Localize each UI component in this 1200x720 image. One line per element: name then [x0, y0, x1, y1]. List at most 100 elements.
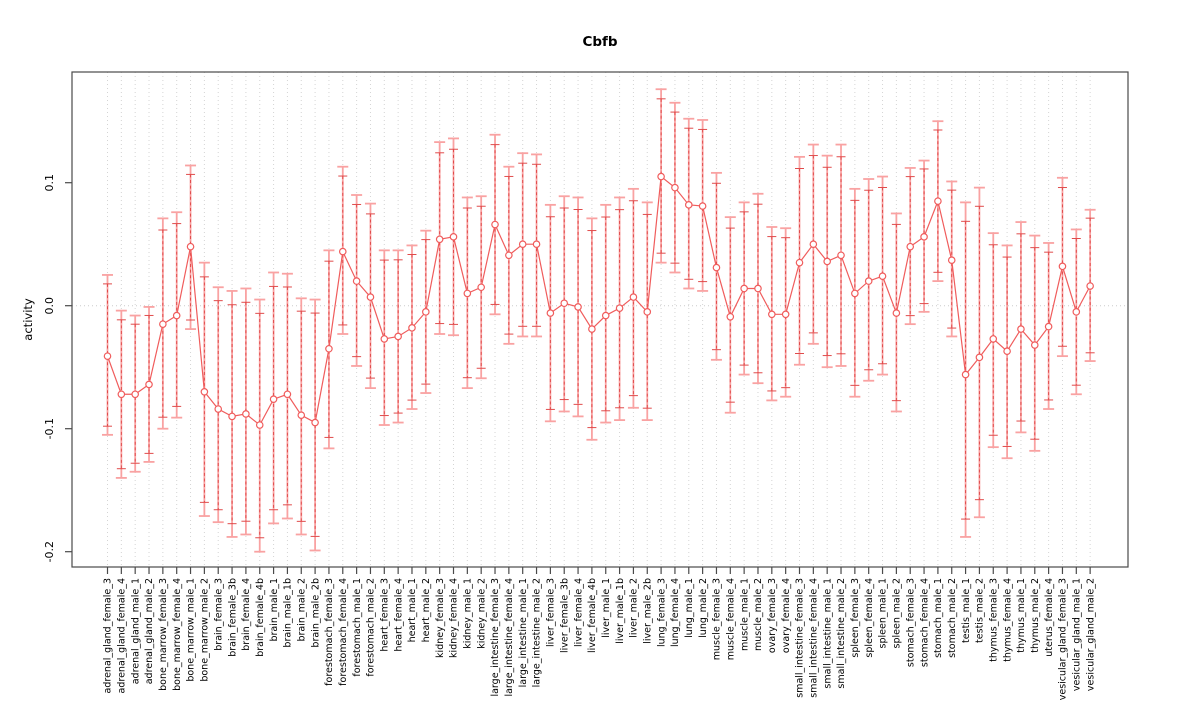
- x-tick-label: vesicular_gland_male_1: [1072, 578, 1083, 691]
- data-point-marker: [823, 257, 831, 266]
- x-tick-label: spleen_female_4: [864, 578, 875, 658]
- data-point-marker: [366, 293, 375, 301]
- data-point-marker: [283, 390, 292, 399]
- x-tick-label: large_intestine_female_3: [490, 578, 501, 697]
- data-point-marker: [1072, 308, 1081, 316]
- data-point-marker: [698, 202, 707, 210]
- x-tick-label: brain_female_3: [213, 578, 224, 651]
- x-tick-label: testis_male_2: [975, 578, 986, 643]
- x-tick-label: muscle_female_4: [726, 578, 737, 660]
- data-point-marker: [117, 390, 126, 399]
- data-point-marker: [338, 247, 347, 256]
- x-tick-label: small_intestine_female_4: [809, 578, 820, 698]
- x-tick-label: brain_male_1: [269, 578, 280, 642]
- data-point-marker: [712, 263, 721, 272]
- x-tick-label: heart_male_2: [421, 578, 432, 642]
- data-point-marker: [159, 320, 167, 328]
- x-tick-label: forestomach_female_3: [324, 578, 335, 686]
- x-tick-label: small_intestine_female_3: [795, 578, 806, 698]
- data-point-marker: [352, 277, 361, 285]
- y-tick-label: 0.0: [43, 297, 56, 315]
- data-point-marker: [145, 380, 153, 389]
- data-point-marker: [269, 395, 278, 403]
- data-point-marker: [601, 311, 610, 320]
- data-point-marker: [463, 289, 472, 298]
- x-tick-label: lung_female_3: [656, 578, 667, 647]
- x-tick-label: spleen_female_3: [850, 578, 861, 658]
- x-tick-label: lung_male_2: [698, 578, 709, 638]
- plot-border: [71, 71, 1129, 568]
- x-tick-label: lung_male_1: [684, 578, 695, 638]
- data-point-marker: [1058, 262, 1067, 271]
- x-tick-label: large_intestine_male_2: [532, 578, 543, 687]
- y-axis-title: activity: [21, 298, 35, 341]
- x-tick-label: kidney_female_3: [435, 578, 446, 658]
- data-point-marker: [297, 411, 306, 419]
- series-layer: [103, 172, 1094, 429]
- x-tick-label: liver_male_2b: [642, 578, 653, 644]
- x-tick-label: lung_female_4: [670, 578, 681, 647]
- data-point-marker: [422, 308, 430, 316]
- x-tick-label: bone_marrow_female_4: [172, 578, 183, 691]
- data-point-marker: [242, 410, 250, 418]
- x-tick-label: large_intestine_female_4: [504, 578, 515, 697]
- data-point-marker: [1003, 347, 1011, 356]
- data-point-marker: [532, 240, 541, 249]
- x-tick-label: kidney_male_1: [463, 578, 474, 649]
- grid-layer: [72, 72, 1128, 567]
- x-tick-label: muscle_male_1: [739, 578, 750, 651]
- x-tick-label: uterus_female_4: [1044, 578, 1055, 657]
- x-tick-label: stomach_male_2: [947, 578, 958, 658]
- x-tick-label: brain_male_2b: [310, 578, 321, 648]
- x-tick-label: adrenal_gland_male_1: [130, 578, 141, 684]
- data-point-marker: [1086, 282, 1094, 290]
- x-tick-label: stomach_female_4: [919, 578, 930, 667]
- x-tick-label: stomach_female_3: [905, 578, 916, 667]
- data-point-marker: [795, 258, 804, 267]
- data-point-marker: [781, 310, 790, 319]
- data-point-marker: [920, 233, 928, 241]
- x-tick-label: liver_male_1: [601, 578, 612, 638]
- x-tick-label: adrenal_gland_female_4: [117, 578, 128, 693]
- x-tick-label: brain_male_1b: [283, 578, 294, 648]
- data-point-marker: [311, 418, 319, 427]
- x-tick-label: adrenal_gland_female_3: [103, 578, 114, 693]
- data-point-marker: [1030, 341, 1039, 349]
- x-tick-label: bone_marrow_female_3: [158, 578, 169, 691]
- data-point-marker: [255, 421, 264, 429]
- data-point-marker: [228, 412, 236, 421]
- data-point-marker: [546, 309, 555, 317]
- x-tick-label: vesicular_gland_female_3: [1058, 578, 1069, 700]
- data-point-marker: [394, 332, 402, 341]
- data-point-marker: [505, 251, 513, 260]
- chart-title: Cbfb: [582, 34, 617, 50]
- data-point-marker: [809, 240, 818, 249]
- x-tick-label: ovary_female_3: [767, 578, 778, 653]
- data-point-marker: [1017, 325, 1025, 333]
- series-line: [106, 175, 1091, 426]
- data-point-marker: [975, 353, 984, 362]
- x-tick-label: brain_female_3b: [227, 578, 238, 657]
- x-tick-label: forestomach_female_4: [338, 578, 349, 686]
- x-tick-label: ovary_female_4: [781, 578, 792, 653]
- data-point-marker: [906, 242, 915, 251]
- data-point-marker: [726, 312, 735, 321]
- x-tick-label: muscle_male_2: [753, 578, 764, 651]
- data-point-marker: [408, 324, 416, 332]
- x-tick-label: adrenal_gland_male_2: [144, 578, 155, 684]
- data-point-marker: [477, 283, 485, 292]
- x-tick-label: liver_female_4b: [587, 578, 598, 653]
- data-point-marker: [574, 303, 582, 311]
- data-point-marker: [740, 284, 748, 293]
- data-point-marker: [684, 201, 693, 209]
- x-tick-label: bone_marrow_male_1: [186, 578, 197, 682]
- data-point-marker: [172, 311, 181, 320]
- x-tick-label: spleen_male_2: [892, 578, 903, 648]
- x-tick-label: kidney_female_4: [449, 578, 460, 658]
- y-tick-label: -0.2: [43, 541, 56, 562]
- data-point-marker: [186, 242, 195, 251]
- x-tick-label: thymus_male_2: [1030, 578, 1041, 653]
